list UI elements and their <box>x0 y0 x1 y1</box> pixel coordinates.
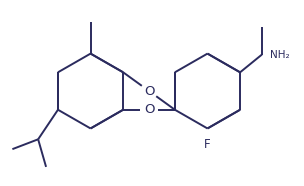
Text: F: F <box>204 138 211 151</box>
Text: NH₂: NH₂ <box>270 50 289 60</box>
Text: O: O <box>144 84 154 97</box>
Text: O: O <box>144 103 154 116</box>
